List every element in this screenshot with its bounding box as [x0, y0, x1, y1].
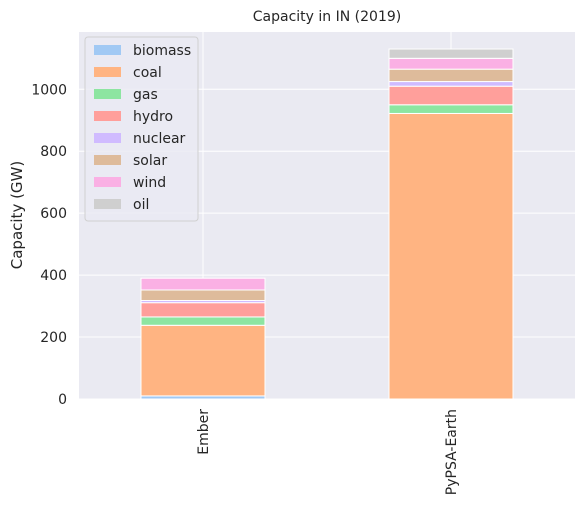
x-axis-ticks: Ember PyPSA-Earth: [196, 409, 460, 495]
y-tick-label: 1000: [31, 82, 67, 98]
legend-label-coal: coal: [133, 65, 162, 81]
bar-segment-coal: [141, 325, 265, 396]
bar-stack-pypsa-earth: [389, 49, 513, 399]
bar-segment-gas: [389, 105, 513, 114]
bar-segment-oil: [389, 49, 513, 58]
y-axis-ticks: 0 200 400 600 800 1000: [31, 82, 67, 408]
bar-segment-nuclear: [389, 82, 513, 87]
legend-swatch-hydro: [94, 111, 121, 121]
legend-label-gas: gas: [133, 87, 158, 103]
legend-swatch-biomass: [94, 45, 121, 55]
bar-segment-hydro: [141, 303, 265, 317]
legend-label-solar: solar: [133, 153, 167, 169]
legend-swatch-solar: [94, 155, 121, 165]
bar-segment-hydro: [389, 86, 513, 105]
legend: biomass coal gas hydro nuclear solar wind oil: [85, 37, 198, 221]
legend-label-wind: wind: [133, 175, 166, 191]
legend-label-oil: oil: [133, 197, 149, 213]
y-tick-label: 400: [40, 268, 67, 284]
legend-swatch-wind: [94, 177, 121, 187]
y-tick-label: 200: [40, 330, 67, 346]
x-tick-label: Ember: [196, 409, 212, 455]
y-tick-label: 800: [40, 144, 67, 160]
bar-segment-solar: [389, 69, 513, 81]
bar-segment-gas: [141, 317, 265, 325]
legend-swatch-coal: [94, 67, 121, 77]
y-tick-label: 0: [58, 392, 67, 408]
y-tick-label: 600: [40, 206, 67, 222]
legend-swatch-oil: [94, 199, 121, 209]
legend-label-nuclear: nuclear: [133, 131, 186, 147]
legend-swatch-gas: [94, 89, 121, 99]
bar-segment-wind: [389, 58, 513, 69]
chart-title: Capacity in IN (2019): [253, 9, 401, 25]
bar-stack-ember: [141, 278, 265, 399]
legend-label-hydro: hydro: [133, 109, 173, 125]
legend-label-biomass: biomass: [133, 43, 191, 59]
x-tick-label: PyPSA-Earth: [444, 409, 460, 495]
bar-segment-wind: [141, 278, 265, 290]
bar-segment-solar: [141, 290, 265, 301]
y-axis-label: Capacity (GW): [8, 161, 26, 269]
legend-swatch-nuclear: [94, 133, 121, 143]
bar-segment-coal: [389, 113, 513, 399]
